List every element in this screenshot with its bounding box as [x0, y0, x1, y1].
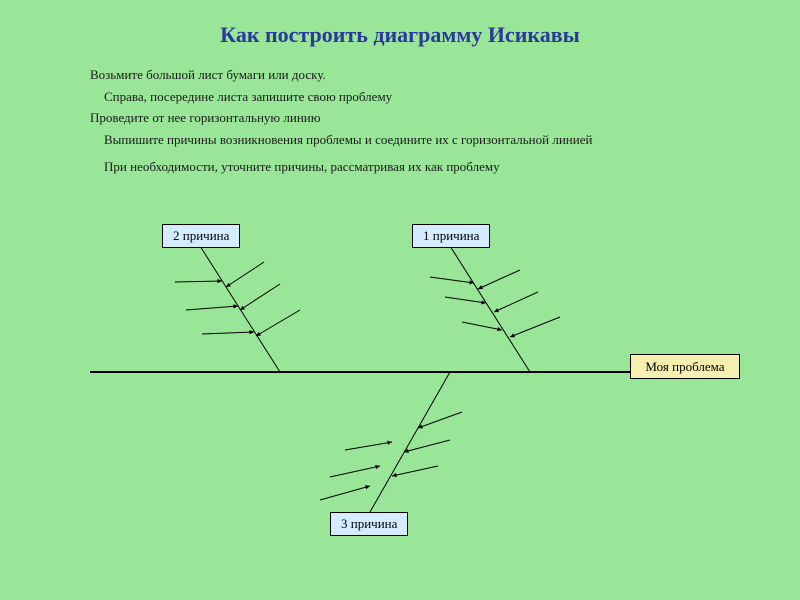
problem-box: Моя проблема	[630, 354, 740, 380]
cause-box-3: 3 причина	[330, 512, 408, 536]
fishbone-diagram: 1 причина 2 причина 3 причина Моя пробле…	[0, 182, 800, 562]
instruction-line: Возьмите большой лист бумаги или доску.	[90, 66, 710, 84]
cause-box-2: 2 причина	[162, 224, 240, 248]
page-title: Как построить диаграмму Исикавы	[0, 0, 800, 48]
instruction-line: Проведите от нее горизонтальную линию	[90, 109, 710, 127]
instruction-line: Выпишите причины возникновения проблемы …	[104, 131, 710, 149]
instructions-block: Возьмите большой лист бумаги или доску. …	[90, 66, 710, 176]
cause-box-1: 1 причина	[412, 224, 490, 248]
instruction-line: При необходимости, уточните причины, рас…	[104, 158, 710, 176]
instruction-line: Справа, посередине листа запишите свою п…	[104, 88, 710, 106]
